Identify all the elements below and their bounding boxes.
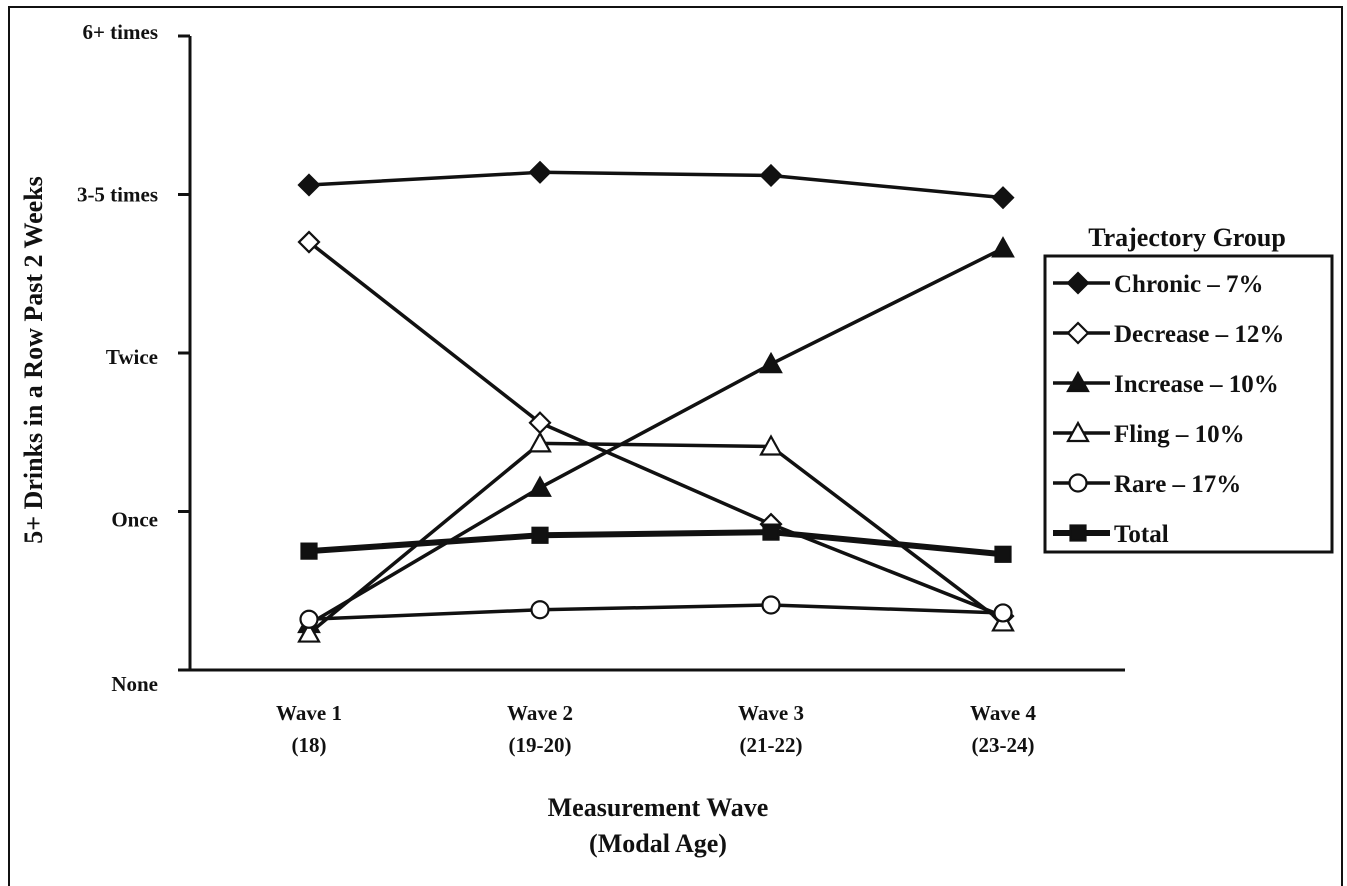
y-tick-label: Once bbox=[111, 508, 158, 532]
marker-square-filled bbox=[1069, 524, 1087, 542]
legend-label: Fling – 10% bbox=[1114, 421, 1245, 448]
marker-diamond-filled bbox=[297, 173, 321, 197]
series-line bbox=[308, 170, 1004, 200]
marker-circle-open bbox=[530, 600, 550, 620]
marker-square-filled bbox=[762, 523, 780, 541]
legend-label: Increase – 10% bbox=[1114, 371, 1279, 398]
marker-triangle-open bbox=[528, 431, 552, 453]
marker-circle-open bbox=[1068, 473, 1088, 493]
series-line bbox=[308, 603, 1004, 622]
marker-square-filled bbox=[300, 542, 318, 560]
legend-title: Trajectory Group bbox=[1088, 223, 1286, 252]
x-tick-label-line-2: (23-24) bbox=[972, 733, 1035, 757]
legend-label: Total bbox=[1114, 521, 1169, 548]
series-0 bbox=[308, 170, 1004, 200]
chart-frame bbox=[8, 6, 1343, 886]
x-tick-label: Wave 2 (19-20) bbox=[507, 701, 573, 757]
x-tick-label: Wave 4 (23-24) bbox=[970, 701, 1036, 757]
x-tick-label: Wave 1 (18) bbox=[276, 701, 342, 757]
legend: Trajectory Group Chronic – 7% Decrease – … bbox=[1043, 223, 1334, 554]
marker-circle-open bbox=[299, 609, 319, 629]
y-axis-label: 5+ Drinks in a Row Past 2 Weeks bbox=[19, 176, 48, 544]
series-markers-5 bbox=[300, 523, 1012, 563]
series-line bbox=[307, 441, 1005, 635]
series-line bbox=[308, 246, 1004, 626]
x-tick-label-line-2: (18) bbox=[292, 733, 327, 757]
marker-triangle-open bbox=[297, 621, 321, 643]
series-1 bbox=[307, 240, 1004, 618]
legend-item: Increase – 10% bbox=[1053, 370, 1279, 398]
marker-triangle-filled bbox=[759, 351, 783, 374]
marker-triangle-open bbox=[1066, 420, 1090, 443]
marker-circle-open bbox=[993, 603, 1013, 623]
legend-item: Chronic – 7% bbox=[1053, 271, 1264, 298]
series-5 bbox=[308, 529, 1004, 558]
x-axis-label-line-1: Measurement Wave bbox=[548, 793, 769, 822]
x-tick-label-line-2: (21-22) bbox=[740, 733, 803, 757]
x-ticks: Wave 1(18)Wave 2(19-20)Wave 3(21-22)Wave… bbox=[276, 701, 1036, 757]
series-markers-0 bbox=[297, 160, 1015, 210]
legend-label: Chronic – 7% bbox=[1114, 271, 1264, 298]
axes bbox=[188, 36, 1125, 672]
legend-box bbox=[1043, 254, 1334, 554]
legend-item: Decrease – 12% bbox=[1053, 321, 1284, 348]
marker-diamond-filled bbox=[1066, 271, 1090, 295]
legend-item: Fling – 10% bbox=[1053, 420, 1245, 448]
series-3 bbox=[307, 441, 1005, 635]
x-tick-label-line-1: Wave 2 bbox=[507, 701, 573, 725]
x-axis-label-line-2: (Modal Age) bbox=[589, 829, 727, 858]
legend-item: Total bbox=[1053, 521, 1169, 548]
marker-diamond-filled bbox=[759, 163, 783, 188]
series-layer bbox=[297, 160, 1015, 643]
series-markers-3 bbox=[297, 431, 1015, 643]
series-line bbox=[308, 529, 1004, 558]
series-markers-4 bbox=[299, 595, 1013, 629]
marker-triangle-open bbox=[759, 434, 783, 456]
marker-triangle-filled bbox=[991, 236, 1015, 258]
series-2 bbox=[308, 246, 1004, 626]
y-tick-label: 3-5 times bbox=[77, 183, 158, 207]
marker-diamond-filled bbox=[991, 186, 1015, 210]
marker-triangle-filled bbox=[1066, 370, 1090, 393]
x-tick-label-line-1: Wave 1 bbox=[276, 701, 342, 725]
y-tick-label: None bbox=[111, 672, 158, 696]
legend-item: Rare – 17% bbox=[1053, 471, 1241, 498]
marker-square-filled bbox=[531, 526, 549, 544]
marker-triangle-filled bbox=[528, 475, 552, 497]
marker-diamond-open bbox=[1066, 321, 1090, 345]
marker-circle-open bbox=[761, 595, 781, 615]
x-tick-label-line-1: Wave 4 bbox=[970, 701, 1036, 725]
marker-diamond-filled bbox=[528, 160, 552, 184]
marker-diamond-open bbox=[297, 230, 321, 254]
y-ticks: None Once Twice 3-5 times 6+ times bbox=[77, 20, 190, 696]
series-4 bbox=[308, 603, 1004, 622]
x-tick-label-line-2: (19-20) bbox=[509, 733, 572, 757]
marker-square-filled bbox=[994, 545, 1012, 563]
x-tick-label: Wave 3 (21-22) bbox=[738, 701, 804, 757]
x-tick-label-line-1: Wave 3 bbox=[738, 701, 804, 725]
series-line bbox=[307, 240, 1004, 618]
y-tick-label: Twice bbox=[106, 345, 158, 369]
y-tick-label: 6+ times bbox=[82, 20, 158, 44]
legend-items: Chronic – 7% Decrease – 12% Increase – 10%… bbox=[1053, 271, 1284, 548]
legend-label: Rare – 17% bbox=[1114, 471, 1241, 498]
legend-label: Decrease – 12% bbox=[1114, 321, 1284, 348]
